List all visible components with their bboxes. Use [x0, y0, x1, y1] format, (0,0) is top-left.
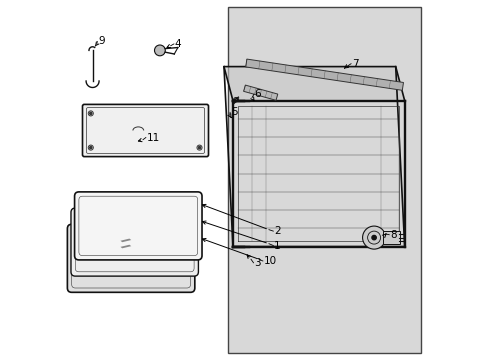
Circle shape: [89, 147, 92, 149]
Text: 2: 2: [273, 226, 280, 236]
FancyBboxPatch shape: [82, 104, 208, 157]
Circle shape: [198, 147, 200, 149]
Polygon shape: [120, 239, 131, 242]
Circle shape: [371, 235, 375, 240]
Polygon shape: [243, 85, 277, 100]
Text: 9: 9: [98, 36, 104, 46]
Polygon shape: [224, 67, 404, 101]
Text: 1: 1: [273, 240, 280, 251]
FancyBboxPatch shape: [67, 224, 194, 292]
Text: 7: 7: [351, 59, 358, 69]
Polygon shape: [245, 59, 403, 90]
Text: 4: 4: [174, 39, 181, 49]
Text: 11: 11: [146, 132, 160, 143]
Circle shape: [89, 112, 92, 114]
Circle shape: [362, 226, 385, 249]
Text: 5: 5: [230, 107, 237, 117]
Circle shape: [154, 45, 165, 56]
Polygon shape: [120, 245, 131, 248]
FancyBboxPatch shape: [382, 231, 400, 244]
Text: 6: 6: [254, 89, 261, 99]
FancyBboxPatch shape: [71, 208, 198, 276]
Text: 8: 8: [389, 230, 396, 240]
FancyBboxPatch shape: [75, 192, 202, 260]
Text: 3: 3: [254, 258, 260, 268]
FancyBboxPatch shape: [228, 7, 420, 353]
Text: 10: 10: [263, 256, 276, 266]
